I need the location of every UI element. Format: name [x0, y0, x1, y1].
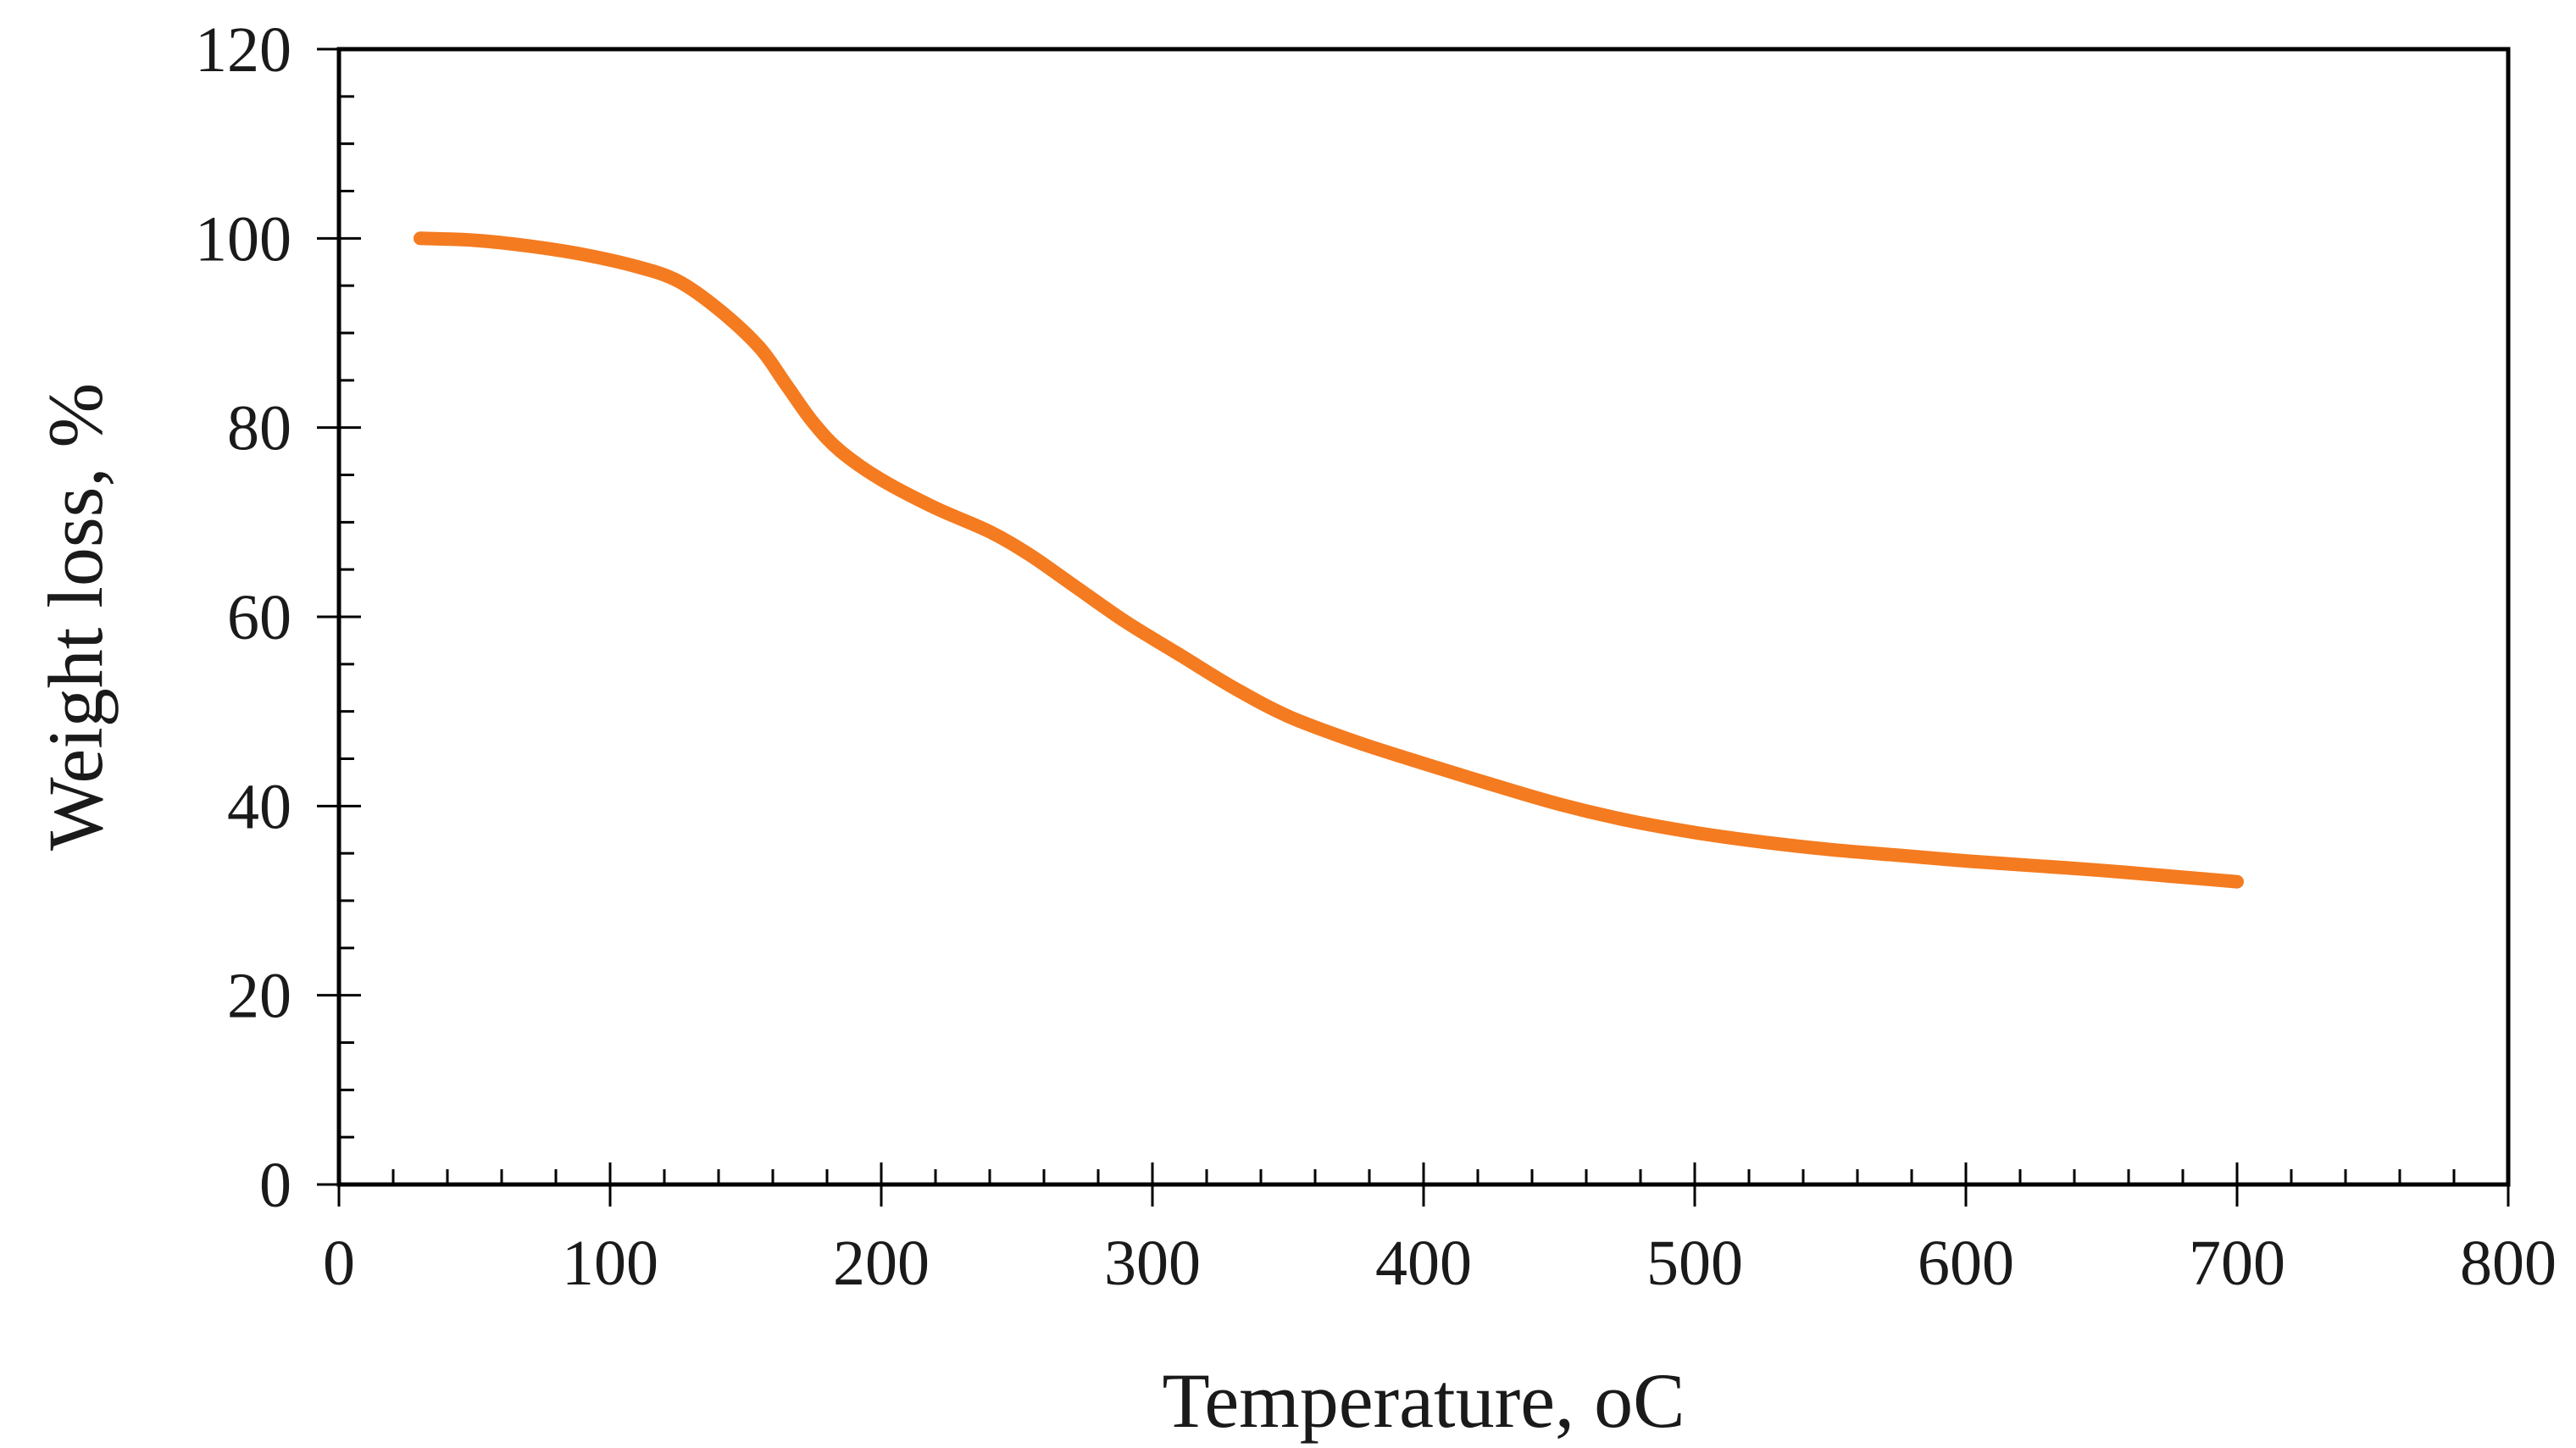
major-ticks	[317, 47, 2510, 1207]
y-tick-label: 100	[195, 203, 291, 275]
x-tick-label: 600	[1918, 1228, 2014, 1299]
y-tick-label: 120	[195, 14, 291, 86]
y-tick-label: 40	[227, 771, 291, 842]
x-tick-label: 100	[562, 1228, 658, 1299]
x-tick-label: 0	[323, 1228, 355, 1299]
y-axis-title: Weight loss, %	[32, 383, 119, 851]
minor-ticks	[339, 95, 2456, 1184]
plot-frame	[336, 47, 2511, 1187]
x-tick-label: 700	[2189, 1228, 2285, 1299]
series-line-weight-loss	[414, 231, 2244, 889]
x-tick-label: 800	[2460, 1228, 2557, 1299]
x-tick-label: 200	[833, 1228, 930, 1299]
x-axis-unit: oC	[1594, 1357, 1685, 1444]
series-layer	[414, 231, 2244, 889]
x-axis-title: Temperature, oC	[1163, 1357, 1685, 1444]
y-tick-label: 0	[259, 1150, 291, 1221]
y-tick-label: 60	[227, 582, 291, 653]
x-tick-label: 500	[1646, 1228, 1743, 1299]
x-axis-title-text: Temperature,	[1163, 1357, 1595, 1444]
x-tick-label: 300	[1104, 1228, 1201, 1299]
y-tick-label: 20	[227, 961, 291, 1032]
y-tick-labels: 0 20 40 60 80 100 120	[195, 14, 291, 1221]
x-tick-label: 400	[1375, 1228, 1472, 1299]
x-tick-labels: 0 100 200 300 400 500 600 700 800	[323, 1228, 2557, 1299]
y-tick-label: 80	[227, 393, 291, 464]
